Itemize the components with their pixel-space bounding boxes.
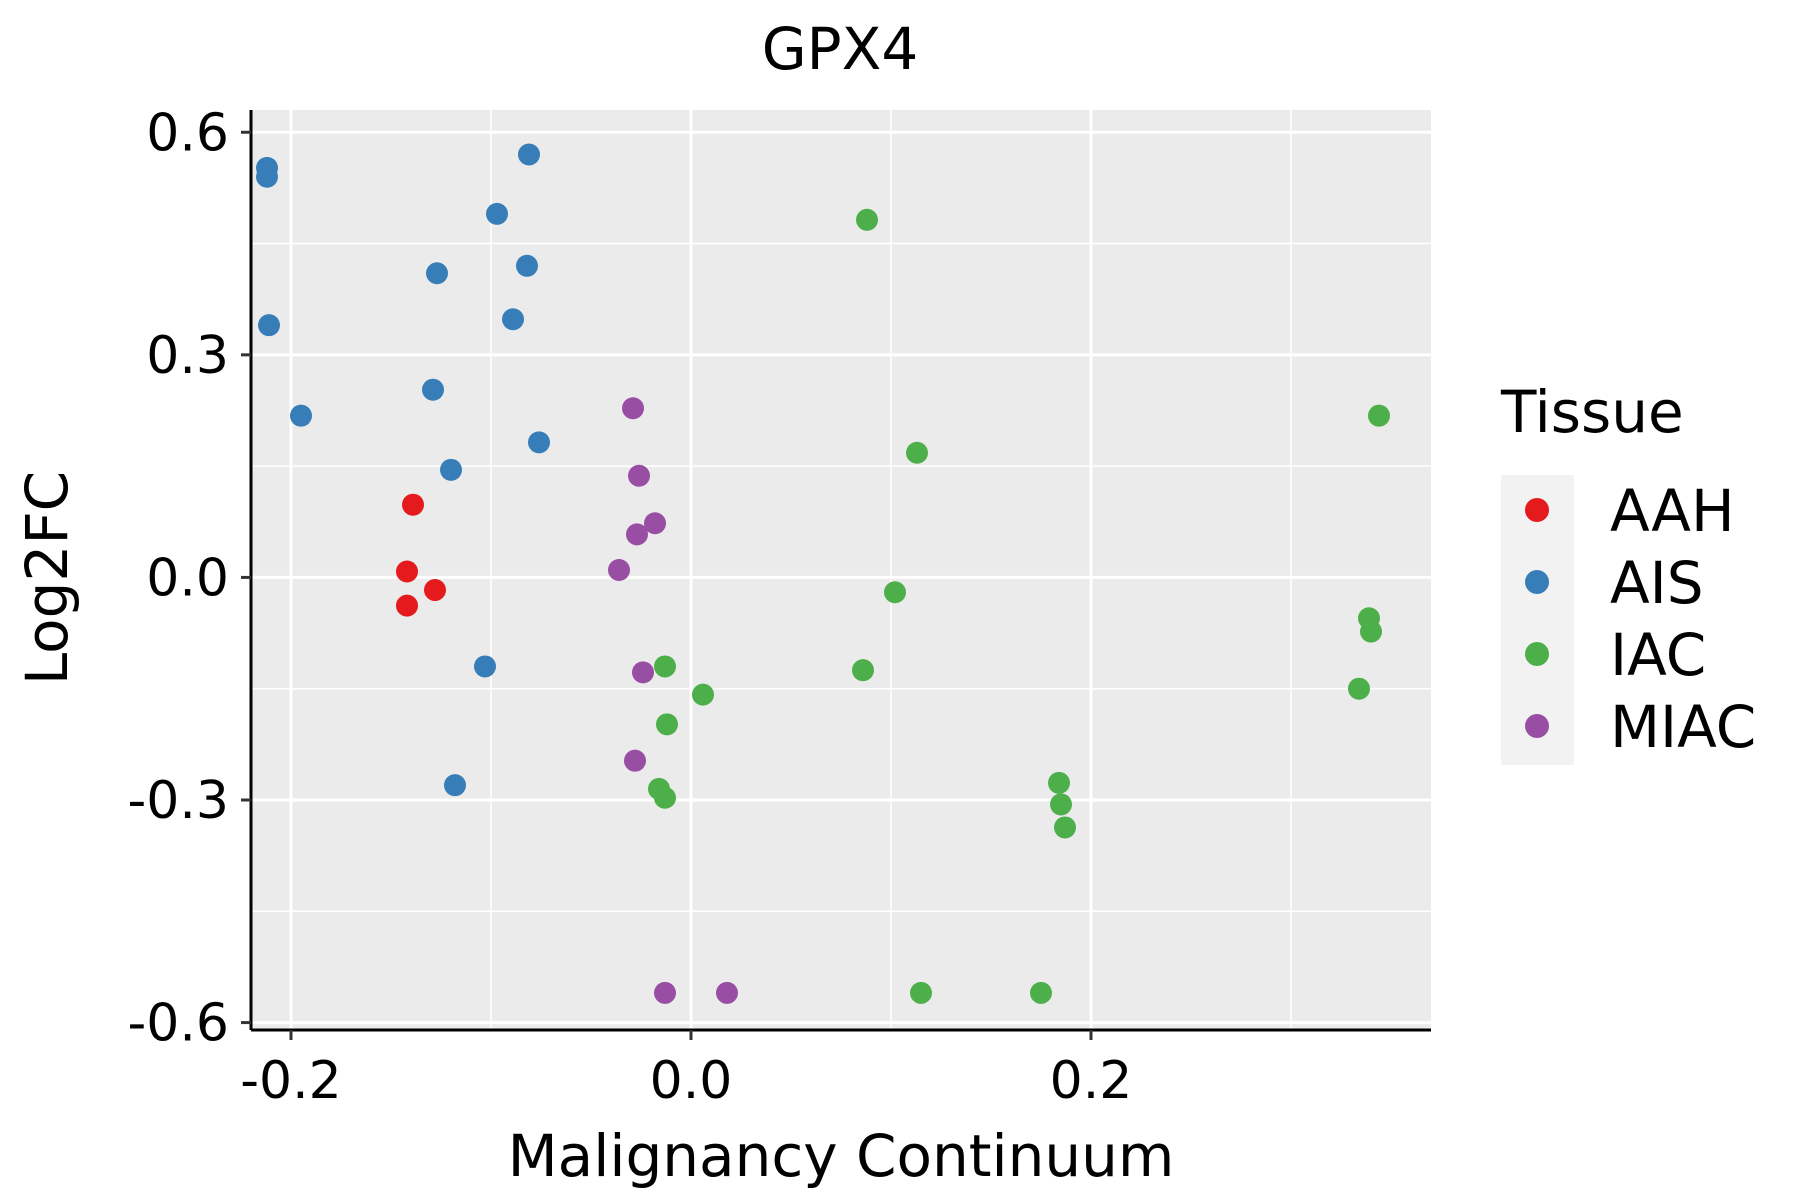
legend-label-iac: IAC — [1610, 621, 1706, 689]
data-point-miac — [628, 464, 650, 487]
data-point-miac — [622, 397, 644, 420]
grid-major — [251, 110, 1431, 1030]
data-point-miac — [654, 981, 676, 1004]
x-axis-ticks: -0.2 0.0 0.2 — [240, 1030, 1132, 1111]
y-tick-label: 0.0 — [146, 548, 229, 608]
data-point-iac — [852, 659, 874, 682]
data-point-miac — [644, 512, 666, 535]
data-points — [256, 143, 1390, 1004]
legend-label-ais: AIS — [1610, 549, 1704, 617]
series-iac — [648, 208, 1390, 1004]
data-point-iac — [656, 713, 678, 736]
data-point-iac — [1030, 981, 1052, 1004]
data-point-ais — [256, 165, 278, 188]
y-tick-label: 0.3 — [146, 326, 229, 386]
x-tick-label: -0.2 — [240, 1051, 341, 1111]
data-point-ais — [516, 254, 538, 277]
data-point-iac — [1048, 771, 1070, 794]
x-tick-label: 0.2 — [1050, 1051, 1133, 1111]
data-point-iac — [856, 208, 878, 231]
data-point-iac — [910, 981, 932, 1004]
y-tick-label: 0.6 — [146, 103, 229, 163]
data-point-miac — [632, 661, 654, 684]
series-miac — [608, 397, 738, 1004]
x-tick-label: 0.0 — [650, 1051, 733, 1111]
data-point-ais — [474, 655, 496, 678]
data-point-miac — [624, 749, 646, 772]
data-point-ais — [258, 314, 280, 337]
legend-key-aah — [1525, 498, 1549, 522]
x-axis-title: Malignancy Continuum — [508, 1122, 1175, 1190]
data-point-ais — [502, 308, 524, 331]
data-point-iac — [692, 683, 714, 706]
data-point-aah — [396, 594, 418, 617]
data-point-iac — [884, 581, 906, 604]
y-tick-label: -0.3 — [128, 771, 229, 831]
y-axis-ticks: -0.6 -0.3 0.0 0.3 0.6 — [128, 103, 251, 1054]
data-point-iac — [1368, 404, 1390, 427]
legend-label-aah: AAH — [1610, 477, 1735, 545]
legend-key-miac — [1525, 714, 1549, 738]
data-point-miac — [608, 559, 630, 581]
data-point-ais — [422, 378, 444, 401]
plot-panel — [251, 110, 1431, 1030]
legend-title: Tissue — [1500, 378, 1684, 446]
data-point-ais — [528, 431, 550, 454]
data-point-iac — [1050, 793, 1072, 816]
data-point-iac — [654, 786, 676, 809]
series-aah — [396, 493, 446, 617]
data-point-iac — [654, 655, 676, 678]
data-point-ais — [440, 458, 462, 481]
data-point-iac — [1348, 677, 1370, 700]
data-point-iac — [906, 441, 928, 464]
data-point-ais — [486, 202, 508, 225]
data-point-aah — [396, 560, 418, 583]
data-point-miac — [716, 981, 738, 1004]
data-point-ais — [518, 143, 540, 166]
data-point-ais — [444, 774, 466, 797]
data-point-ais — [290, 404, 312, 427]
data-point-miac — [626, 523, 648, 546]
data-point-aah — [424, 579, 446, 602]
data-point-iac — [1360, 620, 1382, 643]
y-axis-title: Log2FC — [13, 471, 81, 685]
series-ais — [256, 143, 550, 797]
chart-title: GPX4 — [762, 15, 919, 83]
data-point-ais — [426, 262, 448, 285]
data-point-aah — [402, 493, 424, 516]
data-point-iac — [1054, 816, 1076, 839]
legend-key-ais — [1525, 570, 1549, 594]
y-tick-label: -0.6 — [128, 994, 229, 1054]
legend-label-miac: MIAC — [1610, 693, 1756, 761]
legend-key-iac — [1525, 642, 1549, 666]
